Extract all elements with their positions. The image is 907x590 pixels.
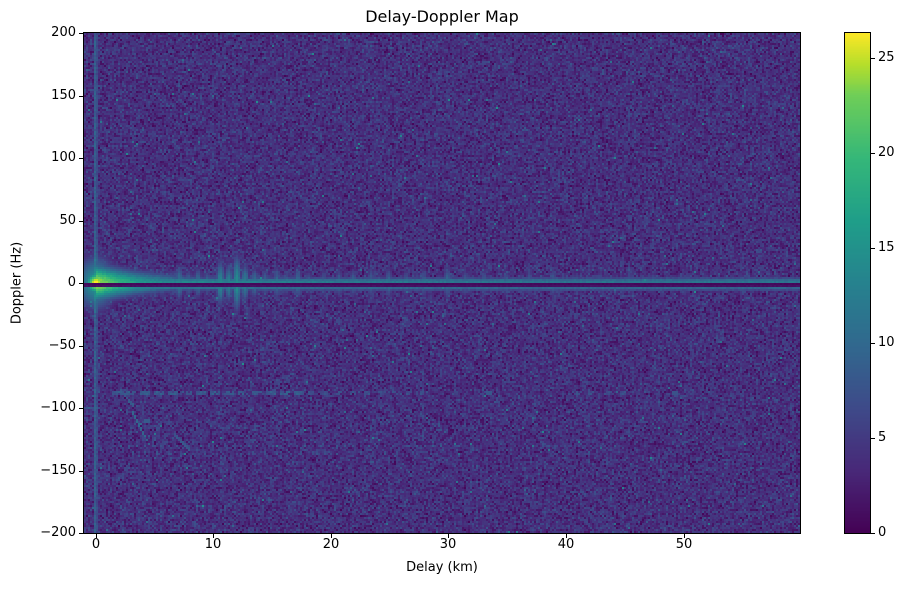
y-tick-mark [79, 221, 83, 222]
y-tick-label: −150 [40, 463, 76, 478]
colorbar-tick-label: 15 [878, 240, 895, 255]
y-tick-label: −50 [48, 338, 76, 353]
y-tick-label: 150 [51, 88, 76, 103]
x-tick-label: 10 [204, 537, 222, 552]
y-tick-mark [79, 33, 83, 34]
x-axis-label: Delay (km) [406, 560, 478, 575]
chart-title: Delay-Doppler Map [365, 7, 519, 26]
colorbar-canvas [845, 33, 870, 533]
y-tick-mark [79, 471, 83, 472]
x-tick-mark [213, 534, 214, 538]
x-tick-label: 0 [91, 537, 101, 552]
colorbar-tick-label: 20 [878, 145, 895, 160]
y-tick-label: −100 [40, 400, 76, 415]
colorbar-tick-mark [871, 153, 875, 154]
y-tick-label: −200 [40, 525, 76, 540]
x-tick-mark [331, 534, 332, 538]
heatmap-canvas [84, 33, 800, 533]
x-tick-label: 50 [675, 537, 693, 552]
y-tick-mark [79, 283, 83, 284]
y-tick-mark [79, 158, 83, 159]
y-tick-mark [79, 96, 83, 97]
x-tick-mark [684, 534, 685, 538]
x-tick-mark [566, 534, 567, 538]
y-tick-label: 0 [67, 275, 76, 290]
x-tick-label: 40 [557, 537, 575, 552]
x-tick-label: 30 [439, 537, 457, 552]
y-tick-mark [79, 408, 83, 409]
colorbar-tick-mark [871, 438, 875, 439]
y-tick-label: 50 [59, 213, 76, 228]
y-tick-label: 100 [51, 150, 76, 165]
y-tick-label: 200 [51, 25, 76, 40]
colorbar-tick-mark [871, 248, 875, 249]
y-tick-mark [79, 533, 83, 534]
colorbar-tick-label: 0 [878, 525, 887, 540]
colorbar-tick-label: 25 [878, 50, 895, 65]
colorbar-tick-label: 10 [878, 335, 895, 350]
colorbar-tick-label: 5 [878, 430, 887, 445]
colorbar-tick-mark [871, 343, 875, 344]
x-tick-mark [448, 534, 449, 538]
colorbar-tick-mark [871, 58, 875, 59]
x-tick-mark [96, 534, 97, 538]
colorbar-tick-mark [871, 533, 875, 534]
x-tick-label: 20 [322, 537, 340, 552]
y-tick-mark [79, 346, 83, 347]
